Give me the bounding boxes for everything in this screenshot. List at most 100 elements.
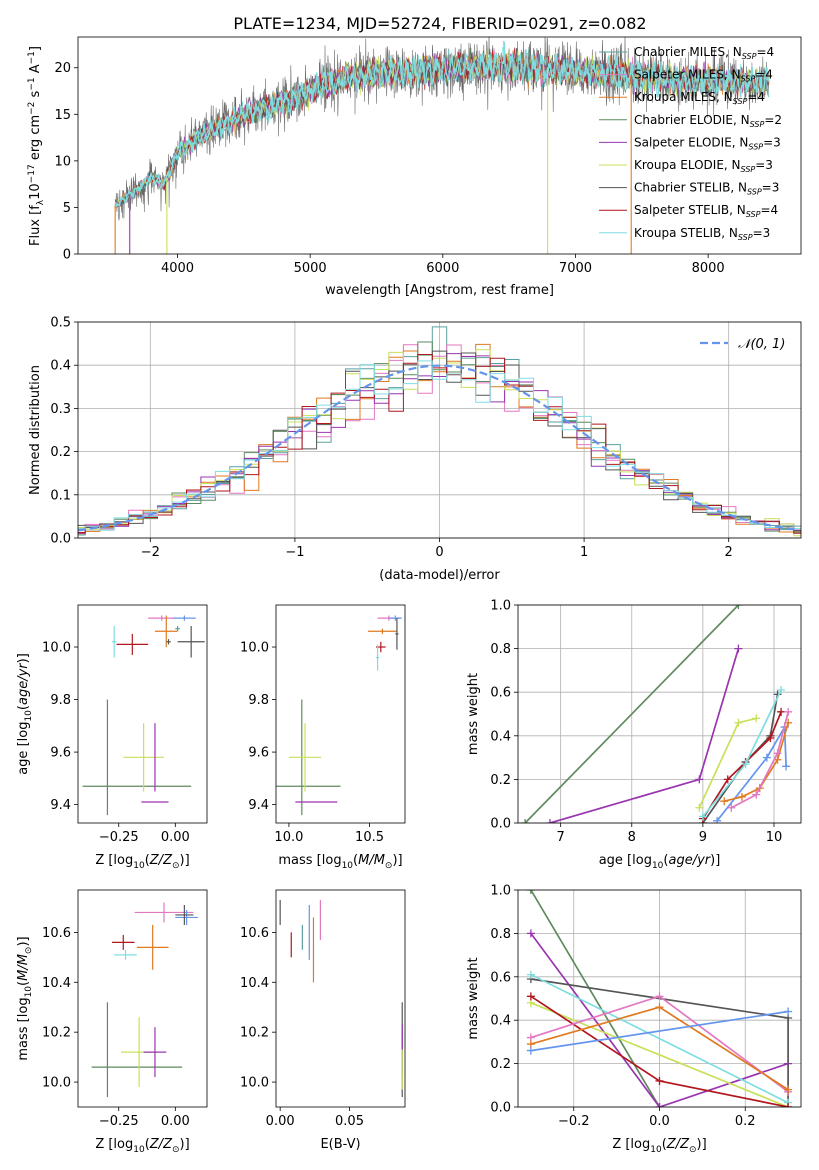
x-axis-label-part: Z [log	[95, 853, 133, 868]
x-axis-label-part: M/M	[358, 853, 385, 868]
legend-label-sub: SSP	[741, 165, 756, 174]
y-axis-label-part: M/M	[16, 954, 31, 981]
data-point	[175, 909, 198, 925]
legend-label-text: Salpeter ELODIE, N	[634, 135, 748, 149]
weight-marker	[720, 797, 729, 806]
x-tick-label: 10	[766, 830, 783, 845]
weight-marker	[741, 760, 750, 769]
data-point	[114, 949, 137, 960]
axes-frame	[517, 604, 802, 824]
weight-marker	[773, 749, 782, 758]
axes-frame	[275, 604, 406, 824]
weight-series	[695, 714, 761, 812]
y-tick-label: 0.0	[490, 1101, 511, 1116]
weight_vs_age-plot-area	[521, 605, 793, 823]
y-axis-label-part: ]	[28, 46, 43, 51]
y-axis-label: mass weight	[466, 673, 481, 755]
weight-marker	[521, 819, 530, 823]
legend-label-suffix: =4	[756, 45, 774, 59]
weight-series	[545, 644, 743, 823]
data-point	[116, 633, 149, 655]
y-tick-label: 20	[54, 61, 71, 76]
y-axis-label-part: 10	[24, 986, 34, 998]
weight-line	[716, 724, 787, 822]
x-tick-label: 0.05	[335, 1114, 364, 1129]
weight-marker	[526, 970, 535, 979]
y-tick-label: 9.4	[50, 798, 71, 813]
y-tick-label: 0.6	[490, 970, 511, 985]
x-axis-label-part: ⊙	[172, 861, 180, 871]
x-axis-label-part: ⊙	[689, 1145, 697, 1155]
legend-label-suffix: =4	[760, 203, 778, 217]
axes-frame	[77, 36, 802, 255]
y-tick-label: 0.4	[490, 1014, 511, 1029]
x-tick-label: 10.0	[274, 830, 303, 845]
legend-label-sub: SSP	[742, 52, 757, 61]
weight-series	[526, 970, 793, 1107]
x-axis-label-part: ⊙	[385, 861, 393, 871]
x-axis-label-part: (	[145, 853, 150, 868]
x-axis-label-part: (	[145, 1137, 150, 1152]
weight-marker	[784, 707, 793, 716]
y-tick-label: 10.0	[42, 1076, 71, 1091]
mass_vs_Z-plot-area	[91, 902, 198, 1098]
x-axis-label: mass [log10(M/M⊙)]	[278, 853, 402, 871]
mass_vs_ebv-plot-area	[279, 899, 403, 1098]
x-axis-label-part: Z [log	[612, 1137, 650, 1152]
legend-label-suffix: =3	[763, 135, 781, 149]
x-axis-label-part: )]	[710, 853, 720, 868]
gaussian-curve	[78, 364, 799, 532]
weight-marker	[526, 1046, 535, 1055]
weight-marker	[526, 890, 535, 894]
x-tick-label: 4000	[161, 261, 194, 276]
x-axis-label-part: 10	[133, 861, 145, 871]
y-axis-label: Flux [fλ10−17 erg cm−2 s−1 A−1]	[27, 46, 46, 246]
x-tick-label: 0.0	[649, 1114, 670, 1129]
x-axis-label-part: (	[353, 853, 358, 868]
axes-frame	[77, 889, 208, 1108]
weight-series	[526, 890, 664, 1107]
y-tick-label: 0.4	[490, 729, 511, 744]
age_vs_mass-panel: 10.0 10.5 9.4 9.6 9.8 10.0 mass [log10(M/M⊙)]	[240, 604, 406, 871]
weight-line	[702, 711, 782, 820]
spectrum-plot-area	[114, 37, 770, 254]
weight-marker	[723, 775, 732, 784]
y-tick-label: 10.4	[42, 976, 71, 991]
y-tick-label: 10.2	[42, 1026, 71, 1041]
age_vs_Z-plot-area	[82, 615, 205, 816]
y-tick-label: 0.0	[50, 532, 71, 547]
y-tick-label: 15	[54, 108, 71, 123]
legend-label-sub: SSP	[733, 97, 748, 106]
data-point	[395, 618, 399, 650]
y-tick-label: 1.0	[490, 599, 511, 614]
y-axis-label-part: 10	[28, 183, 43, 200]
x-axis-label-part: (	[662, 1137, 667, 1152]
y-axis-label: mass weight	[466, 957, 481, 1039]
y-tick-label: 0.5	[50, 316, 71, 331]
x-tick-label: 0.2	[735, 1114, 756, 1129]
weight-series	[727, 707, 793, 812]
axes-frame	[517, 889, 802, 1108]
weight-marker	[752, 714, 761, 723]
data-point	[288, 723, 322, 792]
legend-label-suffix: =4	[755, 68, 773, 82]
weight-line	[730, 711, 790, 809]
weight-series	[713, 723, 791, 823]
x-axis-label: Z [log10(Z/Z⊙)]	[95, 853, 189, 871]
y-tick-label: 0.0	[490, 817, 511, 832]
x-axis-label-part: mass [log	[278, 853, 341, 868]
figure-title: PLATE=1234, MJD=52724, FIBERID=0291, z=0…	[233, 14, 646, 33]
x-tick-label: 7000	[559, 261, 592, 276]
weight-marker	[734, 605, 743, 609]
weight-marker	[737, 792, 746, 801]
x-tick-label: −1	[285, 545, 304, 560]
data-point	[134, 902, 194, 923]
y-tick-label: 0.2	[490, 773, 511, 788]
weight-series	[698, 686, 786, 821]
y-tick-label: 10	[54, 154, 71, 169]
mass_vs_ebv-panel: 0.00 0.05 10.0 10.2 10.4 10.6 E(B-V)	[240, 889, 406, 1152]
weight-marker	[713, 816, 722, 823]
legend-label-sub: SSP	[746, 210, 761, 219]
data-point	[177, 626, 205, 658]
legend-label-text: Salpeter STELIB, N	[634, 203, 746, 217]
